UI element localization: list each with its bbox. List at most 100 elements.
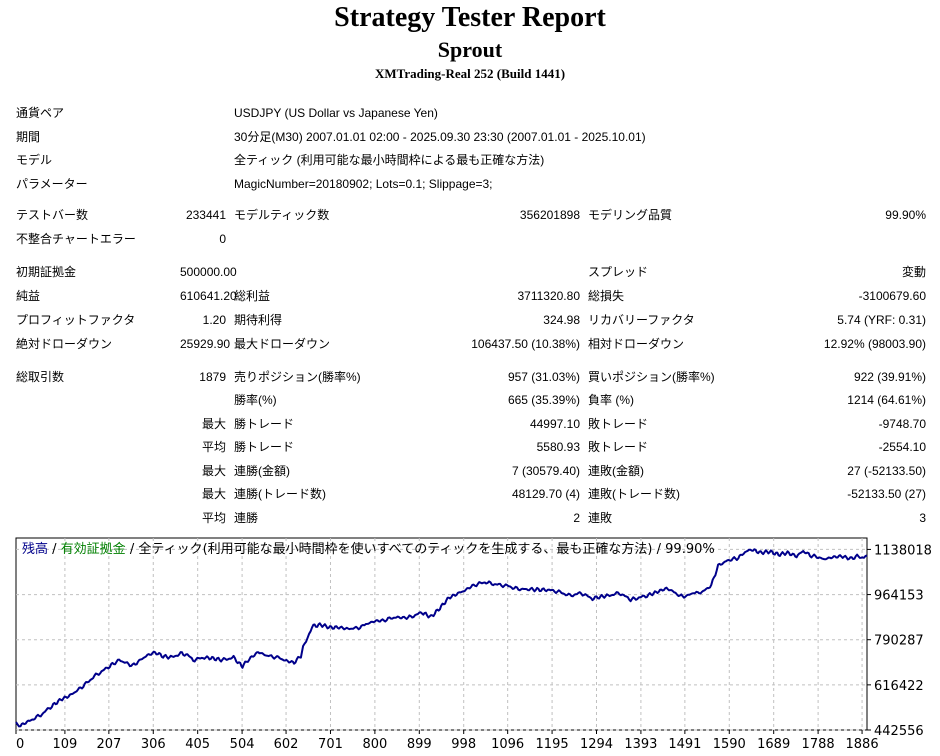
- gross-loss-label: 総損失: [588, 289, 625, 303]
- largest-win-value: 44997.10: [529, 417, 580, 431]
- quality-label: モデリング品質: [588, 208, 673, 222]
- avg-consec-losses-value: 3: [919, 511, 926, 525]
- legend-quality: 99.90%: [665, 542, 715, 557]
- y-tick-label-4: 1138018: [874, 543, 932, 558]
- chart-grid: [16, 538, 867, 731]
- trade-row-4: 平均 勝トレード 5580.93 敗トレード -2554.10: [0, 439, 940, 455]
- deposit-label: 初期証拠金: [16, 265, 77, 279]
- x-tick-label-18: 1788: [802, 737, 835, 752]
- trade-row-6: 最大 連勝(トレード数) 48129.70 (4) 連敗(トレード数) -521…: [0, 486, 940, 502]
- report-title: Strategy Tester Report: [334, 2, 606, 33]
- model-value: 全ティック (利用可能な最小時間枠による最も正確な方法): [234, 153, 545, 167]
- long-positions-label: 買いポジション(勝率%): [588, 370, 715, 384]
- test-row-2: 不整合チャートエラー 0: [0, 231, 940, 247]
- period-label: 期間: [16, 130, 41, 144]
- largest-loss-label: 敗トレード: [588, 417, 649, 431]
- loss-rate-label: 負率 (%): [588, 393, 634, 407]
- profit-factor-label: プロフィットファクタ: [16, 313, 136, 327]
- errors-label: 不整合チャートエラー: [16, 232, 136, 246]
- x-tick-label-4: 405: [185, 737, 210, 752]
- spread-label: スプレッド: [588, 265, 649, 279]
- legend-balance: 残高: [22, 541, 48, 557]
- expected-payoff-value: 324.98: [543, 313, 580, 327]
- x-tick-label-9: 899: [407, 737, 432, 752]
- info-row-parameters: パラメーター MagicNumber=20180902; Lots=0.1; S…: [0, 176, 940, 192]
- info-row-period: 期間 30分足(M30) 2007.01.01 02:00 - 2025.09.…: [0, 129, 940, 145]
- errors-value: 0: [219, 232, 226, 246]
- short-positions-label: 売りポジション(勝率%): [234, 370, 361, 384]
- spread-value: 変動: [901, 265, 926, 279]
- y-tick-label-2: 790287: [874, 634, 924, 649]
- net-profit-value: 610641.20: [180, 289, 237, 303]
- recovery-factor-value: 5.74 (YRF: 0.31): [837, 313, 926, 327]
- average-loss-label: 敗トレード: [588, 440, 649, 454]
- y-tick-label-0: 442556: [874, 724, 924, 739]
- max-consec-losses-money-value: 27 (-52133.50): [847, 464, 926, 478]
- average-prefix: 平均: [201, 440, 226, 454]
- legend-separator-2: /: [126, 542, 139, 557]
- deposit-value: 500000.00: [180, 265, 237, 279]
- average-loss-value: -2554.10: [878, 440, 926, 454]
- gross-loss-value: -3100679.60: [858, 289, 926, 303]
- max-consec-profit-label: 連勝(トレード数): [234, 487, 326, 501]
- trade-row-1: 総取引数 1879 売りポジション(勝率%) 957 (31.03%) 買いポジ…: [0, 369, 940, 385]
- recovery-factor-label: リカバリーファクタ: [588, 313, 695, 327]
- result-row-2: 純益 610641.20 総利益 3711320.80 総損失 -3100679…: [0, 288, 940, 304]
- x-tick-label-8: 800: [362, 737, 387, 752]
- info-row-symbol: 通貨ペア USDJPY (US Dollar vs Japanese Yen): [0, 105, 940, 121]
- abs-drawdown-value: 25929.90: [180, 337, 231, 351]
- trade-row-3: 最大 勝トレード 44997.10 敗トレード -9748.70: [0, 416, 940, 432]
- gross-profit-value: 3711320.80: [517, 289, 580, 303]
- parameters-label: パラメーター: [16, 177, 88, 191]
- trade-row-2: 勝率(%) 665 (35.39%) 負率 (%) 1214 (64.61%): [0, 392, 940, 408]
- short-positions-value: 957 (31.03%): [507, 370, 580, 384]
- info-row-model: モデル 全ティック (利用可能な最小時間枠による最も正確な方法): [0, 152, 940, 168]
- trade-row-5: 最大 連勝(金額) 7 (30579.40) 連敗(金額) 27 (-52133…: [0, 463, 940, 479]
- y-tick-label-3: 964153: [874, 589, 924, 604]
- x-tick-label-19: 1886: [846, 737, 879, 752]
- max-consec-wins-money-value: 7 (30579.40): [511, 464, 580, 478]
- x-tick-label-12: 1195: [536, 737, 569, 752]
- legend-separator-1: /: [48, 542, 61, 557]
- x-tick-label-16: 1590: [713, 737, 746, 752]
- x-tick-label-14: 1393: [624, 737, 657, 752]
- x-tick-label-15: 1491: [668, 737, 701, 752]
- balance-series-line: [15, 548, 868, 728]
- chart-legend: 残高 / 有効証拠金 / 全ティック(利用可能な最小時間枠を使いすべてのティック…: [22, 541, 715, 557]
- max-consec-profit-value: 48129.70 (4): [511, 487, 580, 501]
- expected-payoff-label: 期待利得: [234, 313, 283, 327]
- avg-consec-prefix: 平均: [201, 511, 226, 525]
- model-label: モデル: [16, 153, 53, 167]
- parameters-value: MagicNumber=20180902; Lots=0.1; Slippage…: [234, 177, 493, 191]
- bars-label: テストバー数: [16, 208, 89, 222]
- y-tick-label-1: 616422: [874, 679, 924, 694]
- x-tick-label-6: 602: [274, 737, 299, 752]
- average-win-value: 5580.93: [536, 440, 580, 454]
- test-row-1: テストバー数 233441 モデルティック数 356201898 モデリング品質…: [0, 207, 940, 223]
- result-row-3: プロフィットファクタ 1.20 期待利得 324.98 リカバリーファクタ 5.…: [0, 312, 940, 328]
- x-tick-label-1: 109: [52, 737, 77, 752]
- max-consec-wins-money-label: 連勝(金額): [234, 464, 290, 478]
- rel-drawdown-value: 12.92% (98003.90): [823, 337, 926, 351]
- max-consec-count-prefix: 最大: [201, 487, 226, 501]
- rel-drawdown-label: 相対ドローダウン: [588, 337, 685, 351]
- largest-loss-value: -9748.70: [878, 417, 926, 431]
- average-win-label: 勝トレード: [234, 440, 295, 454]
- symbol-label: 通貨ペア: [16, 106, 65, 120]
- avg-consec-losses-label: 連敗: [588, 511, 613, 525]
- max-drawdown-value: 106437.50 (10.38%): [471, 337, 580, 351]
- largest-prefix: 最大: [201, 417, 226, 431]
- x-tick-label-10: 998: [451, 737, 476, 752]
- x-tick-label-2: 207: [96, 737, 121, 752]
- legend-equity: 有効証拠金: [61, 541, 126, 557]
- win-rate-label: 勝率(%): [234, 393, 277, 407]
- total-trades-value: 1879: [199, 370, 226, 384]
- gross-profit-label: 総利益: [234, 289, 271, 303]
- max-consec-prefix: 最大: [201, 464, 226, 478]
- period-value: 30分足(M30) 2007.01.01 02:00 - 2025.09.30 …: [234, 130, 646, 144]
- ea-name: Sprout: [437, 37, 503, 62]
- total-trades-label: 総取引数: [16, 370, 65, 384]
- net-profit-label: 純益: [16, 289, 41, 303]
- x-tick-label-3: 306: [141, 737, 166, 752]
- win-rate-value: 665 (35.39%): [507, 393, 580, 407]
